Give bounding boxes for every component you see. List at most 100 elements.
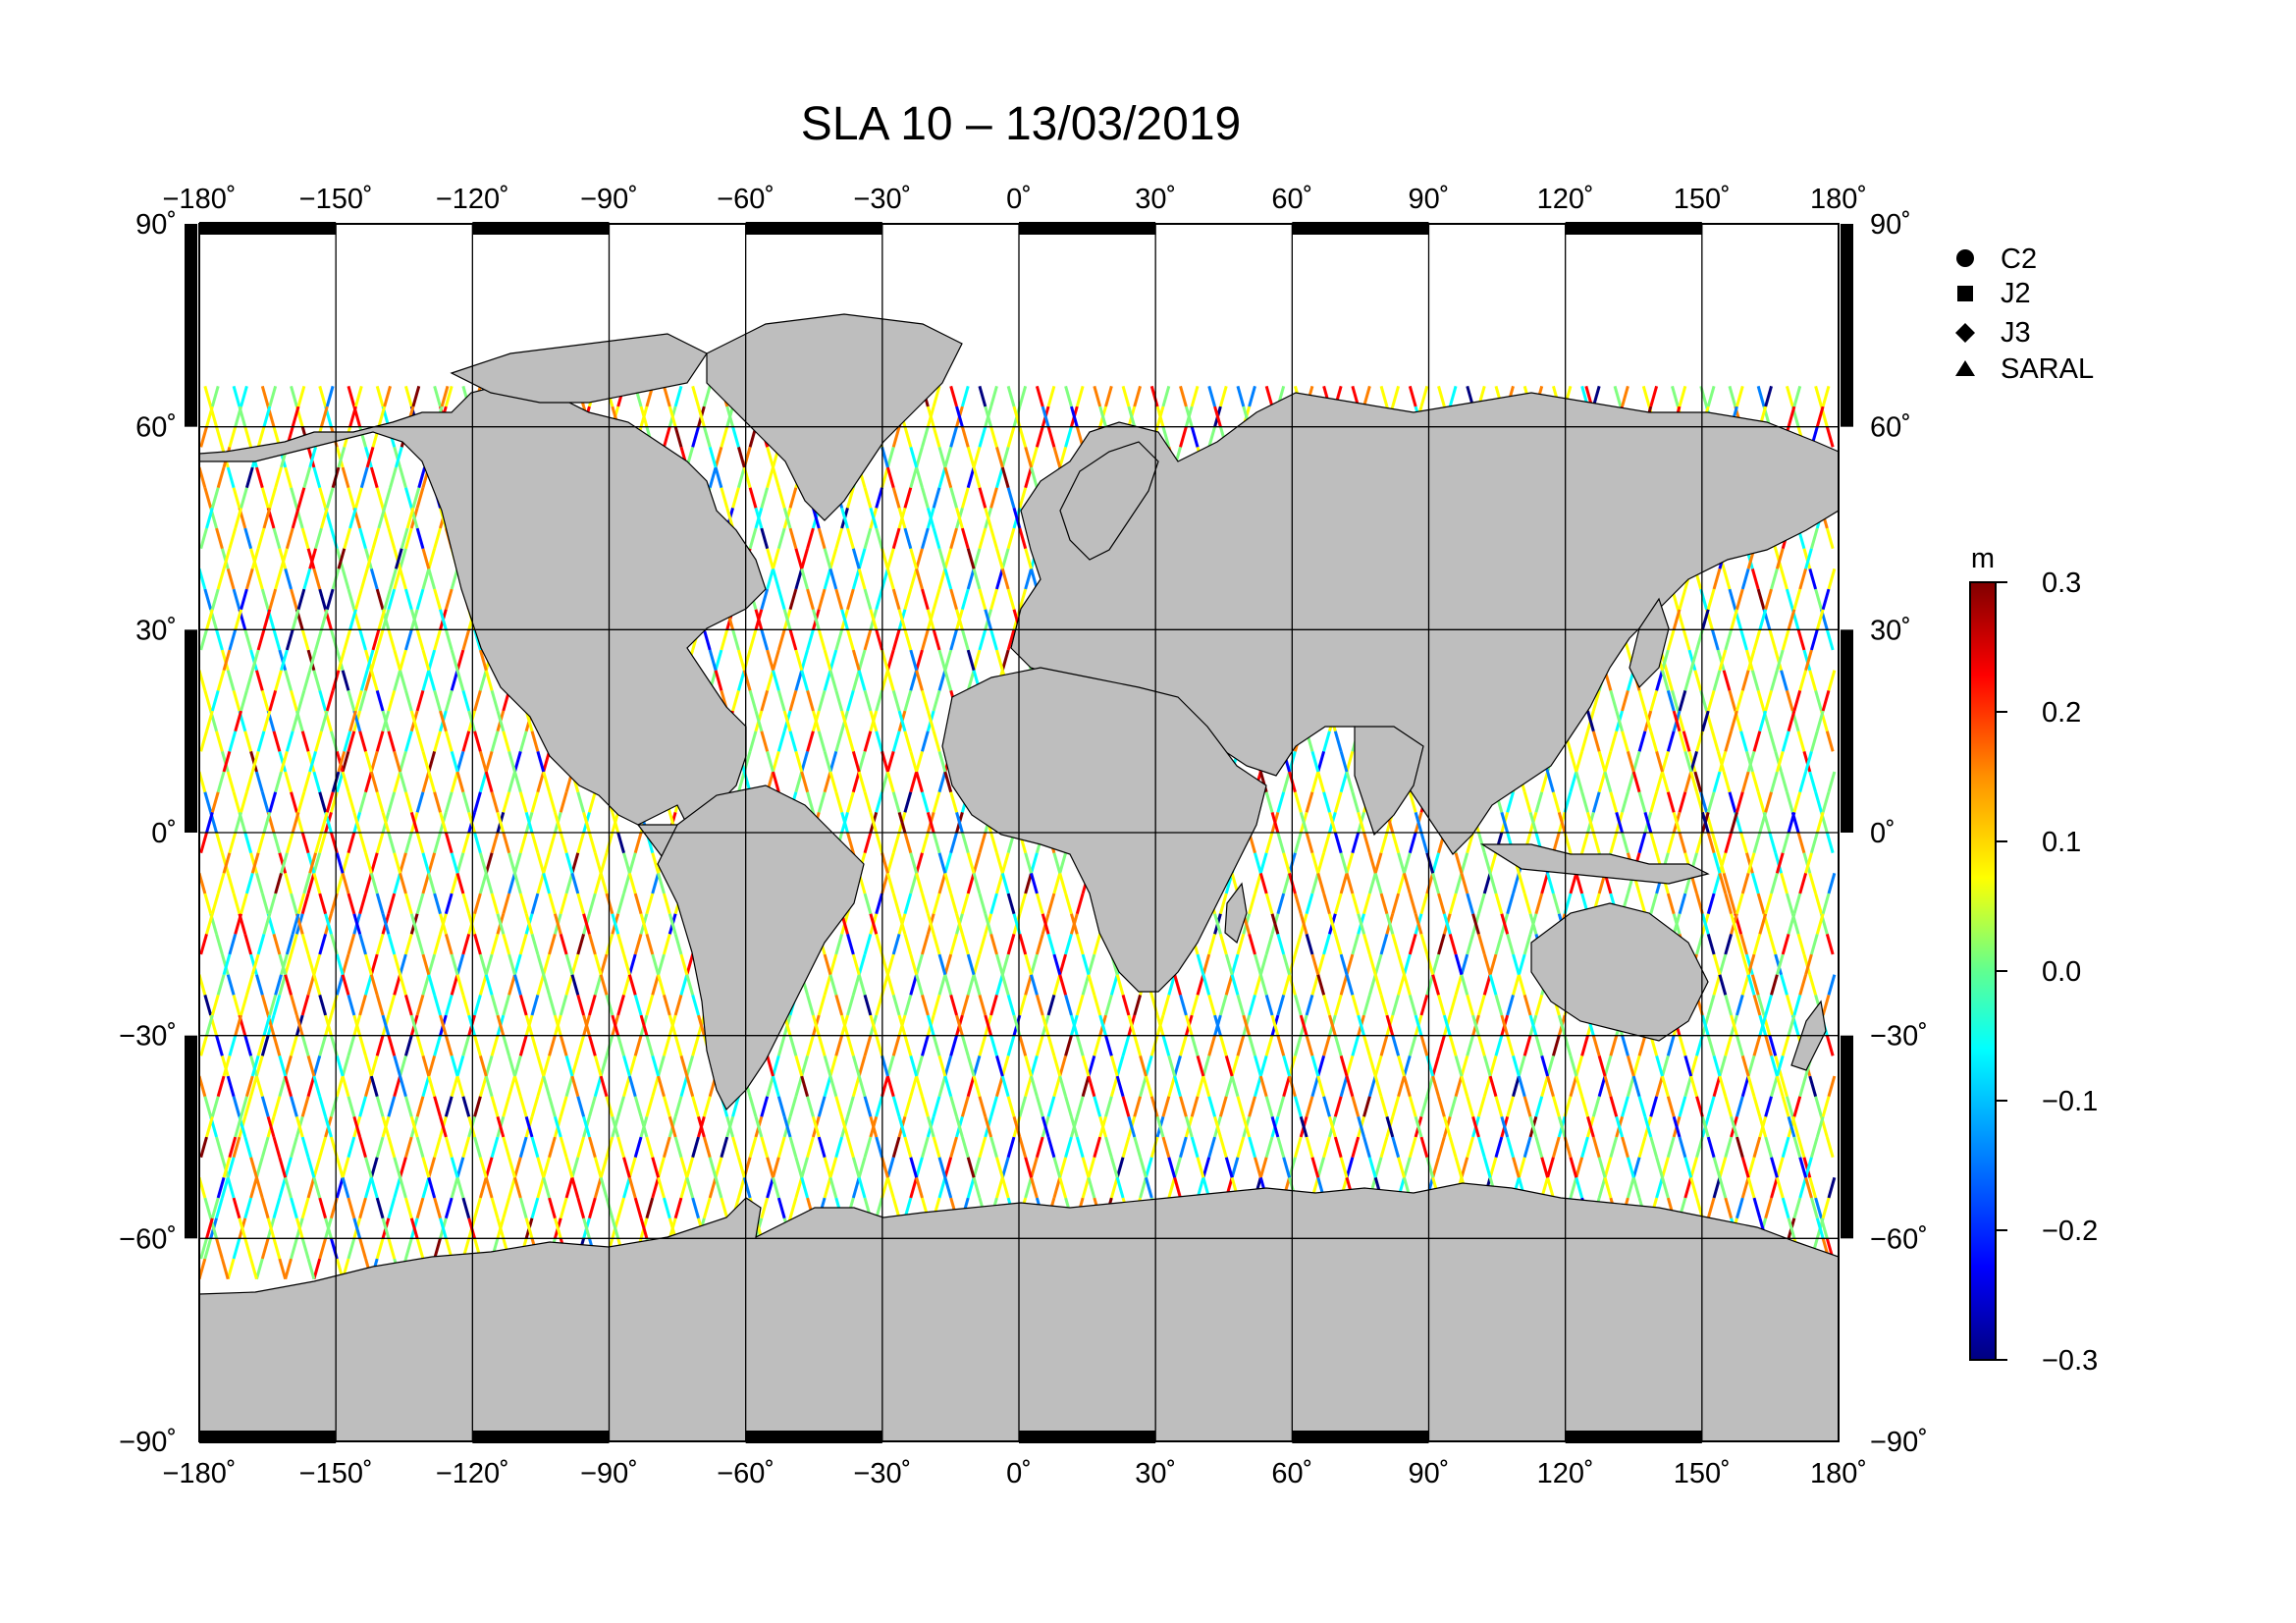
track-segment (932, 1096, 941, 1117)
track-segment (234, 1014, 243, 1037)
track-segment (278, 548, 288, 569)
track-segment (673, 1035, 683, 1056)
track-segment (1641, 385, 1651, 407)
track-segment (828, 649, 838, 672)
track-segment (347, 1237, 356, 1260)
track-segment (393, 953, 402, 976)
track-segment (1006, 893, 1016, 915)
track-segment (1030, 1176, 1039, 1199)
track-segment (518, 994, 528, 1016)
track-segment (1471, 1115, 1480, 1138)
track-segment (599, 1055, 609, 1077)
track-segment (960, 527, 970, 550)
track-segment (347, 893, 356, 915)
track-segment (502, 1136, 511, 1159)
track-segment (1466, 933, 1475, 955)
track-segment (1683, 1157, 1693, 1178)
track-segment (1655, 750, 1664, 773)
track-segment (490, 1096, 500, 1117)
track-segment (335, 548, 345, 569)
track-segment (1591, 689, 1601, 712)
track-segment (312, 1157, 322, 1178)
track-segment (347, 1096, 356, 1117)
track-segment (467, 913, 477, 935)
track-segment (1569, 1055, 1578, 1077)
track-segment (1075, 385, 1085, 407)
track-segment (1710, 832, 1720, 854)
track-segment (828, 750, 838, 773)
track-segment (1787, 811, 1796, 834)
track-segment (490, 832, 500, 854)
track-segment (262, 710, 272, 732)
track-segment (989, 1035, 998, 1056)
track-segment (1310, 771, 1320, 793)
track-segment (937, 953, 947, 976)
track-segment (611, 913, 620, 935)
track-segment (409, 609, 419, 630)
track-segment (776, 1136, 786, 1159)
track-segment (776, 588, 786, 611)
track-segment (553, 1115, 562, 1138)
track-segment (857, 974, 867, 996)
track-segment (318, 1035, 328, 1056)
track-segment (226, 1258, 236, 1280)
track-segment (1750, 568, 1760, 590)
track-segment (943, 953, 953, 976)
track-segment (989, 933, 998, 955)
track-segment (909, 568, 919, 590)
track-segment (1787, 1014, 1796, 1037)
track-segment (358, 689, 367, 712)
track-segment (1006, 994, 1016, 1016)
track-segment (1512, 1055, 1521, 1077)
track-segment (663, 426, 671, 448)
track-segment (846, 689, 855, 712)
track-segment (1207, 385, 1217, 407)
track-segment (306, 1258, 316, 1280)
track-segment (455, 750, 465, 773)
track-segment (1528, 811, 1538, 834)
track-segment (1258, 953, 1268, 976)
track-segment (943, 771, 953, 793)
track-segment (216, 974, 226, 996)
track-segment (1814, 385, 1823, 407)
track-segment (772, 466, 780, 489)
track-segment (1276, 994, 1286, 1016)
track-segment (1442, 1014, 1452, 1037)
track-segment (216, 1075, 226, 1098)
track-segment (232, 487, 241, 509)
track-segment (318, 791, 328, 813)
track-segment (989, 487, 998, 509)
track-segment (294, 1115, 304, 1138)
track-segment (943, 1176, 953, 1199)
track-segment (1745, 953, 1754, 976)
track-segment (260, 1237, 270, 1260)
track-segment (1075, 1035, 1085, 1056)
track-segment (1821, 1197, 1831, 1219)
track-segment (955, 507, 964, 529)
track-segment (1046, 1136, 1056, 1159)
track-segment (1362, 893, 1371, 915)
track-segment (284, 1176, 293, 1199)
track-segment (548, 832, 557, 854)
track-segment (393, 852, 402, 874)
track-segment (1706, 1136, 1716, 1159)
track-segment (536, 771, 546, 793)
track-segment (399, 953, 407, 976)
track-segment (1018, 893, 1028, 915)
track-segment (234, 406, 243, 428)
track-segment (393, 872, 402, 894)
track-segment (943, 568, 953, 590)
track-segment (300, 1035, 310, 1056)
track-segment (576, 893, 586, 915)
track-segment (1218, 893, 1228, 915)
track-segment (881, 771, 889, 793)
track-segment (473, 689, 482, 712)
track-segment (1764, 994, 1773, 1016)
track-segment (553, 811, 562, 834)
track-segment (863, 689, 873, 712)
track-segment (1735, 1096, 1744, 1117)
track-segment (215, 527, 224, 550)
track-segment (1785, 385, 1794, 407)
track-segment (1774, 649, 1783, 672)
track-segment (358, 1096, 367, 1117)
